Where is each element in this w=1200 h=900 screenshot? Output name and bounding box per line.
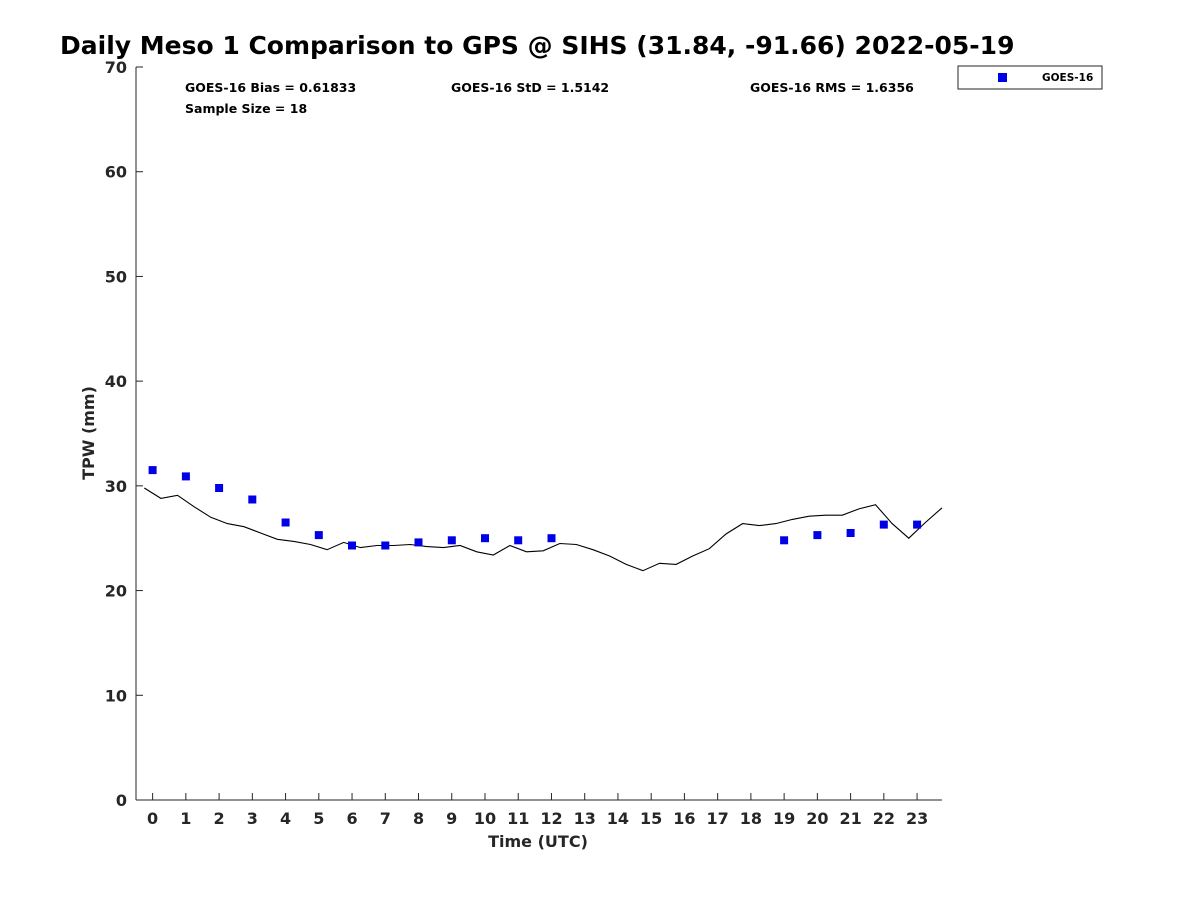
x-tick-label: 0 bbox=[147, 809, 158, 828]
x-axis-ticks: 0 1 2 3 4 5 6 7 8 9 10 11 12 13 14 15 16 17 18 19 20 21 22 23 bbox=[147, 793, 928, 828]
y-tick-label: 70 bbox=[105, 58, 127, 77]
y-tick-label: 60 bbox=[105, 163, 127, 182]
goes16-data-point bbox=[780, 536, 789, 545]
y-tick-label: 10 bbox=[105, 686, 127, 705]
y-tick-label: 50 bbox=[105, 267, 127, 286]
x-tick-label: 10 bbox=[474, 809, 496, 828]
goes16-data-point bbox=[514, 536, 523, 545]
goes16-data-point bbox=[846, 529, 855, 537]
x-tick-label: 22 bbox=[873, 809, 895, 828]
x-tick-label: 16 bbox=[673, 809, 695, 828]
goes16-data-point bbox=[913, 520, 922, 529]
goes16-data-point bbox=[879, 520, 888, 529]
gps-tpw-line bbox=[144, 487, 943, 572]
goes16-data-point bbox=[813, 531, 822, 540]
goes16-data-point bbox=[281, 518, 290, 527]
goes16-data-point bbox=[547, 534, 556, 543]
x-tick-label: 21 bbox=[839, 809, 861, 828]
y-tick-label: 40 bbox=[105, 372, 127, 391]
sample-size-stat: Sample Size = 18 bbox=[185, 101, 307, 116]
x-tick-label: 12 bbox=[540, 809, 562, 828]
gps-tpw-line-series bbox=[144, 487, 943, 572]
goes16-marker-series bbox=[148, 466, 922, 550]
x-tick-label: 2 bbox=[214, 809, 225, 828]
y-tick-label: 20 bbox=[105, 582, 127, 601]
x-tick-label: 17 bbox=[707, 809, 729, 828]
x-tick-label: 9 bbox=[446, 809, 457, 828]
x-tick-label: 20 bbox=[806, 809, 828, 828]
std-stat: GOES-16 StD = 1.5142 bbox=[451, 80, 609, 95]
x-tick-label: 19 bbox=[773, 809, 795, 828]
x-tick-label: 14 bbox=[607, 809, 629, 828]
x-tick-label: 7 bbox=[380, 809, 391, 828]
y-axis-ticks: 0 10 20 30 40 50 60 70 bbox=[105, 58, 143, 810]
bias-stat: GOES-16 Bias = 0.61833 bbox=[185, 80, 356, 95]
x-tick-label: 15 bbox=[640, 809, 662, 828]
rms-stat: GOES-16 RMS = 1.6356 bbox=[750, 80, 914, 95]
x-axis-label: Time (UTC) bbox=[488, 832, 588, 851]
goes16-data-point bbox=[447, 536, 456, 545]
goes16-data-point bbox=[215, 484, 224, 492]
x-tick-label: 18 bbox=[740, 809, 762, 828]
y-axis-label: TPW (mm) bbox=[79, 386, 98, 480]
chart-title: Daily Meso 1 Comparison to GPS @ SIHS (3… bbox=[60, 31, 1014, 60]
x-tick-label: 5 bbox=[313, 809, 324, 828]
x-tick-label: 1 bbox=[180, 809, 191, 828]
legend: GOES-16 bbox=[957, 65, 1103, 90]
goes16-data-point bbox=[414, 538, 423, 547]
x-tick-label: 8 bbox=[413, 809, 424, 828]
goes16-data-point bbox=[314, 531, 323, 540]
goes16-data-point bbox=[481, 534, 489, 543]
x-tick-label: 13 bbox=[574, 809, 596, 828]
x-tick-label: 3 bbox=[247, 809, 258, 828]
legend-marker-goes16 bbox=[998, 73, 1007, 82]
y-tick-label: 0 bbox=[116, 791, 127, 810]
x-tick-label: 11 bbox=[507, 809, 529, 828]
goes16-data-point bbox=[348, 541, 356, 550]
goes16-data-point bbox=[181, 472, 190, 481]
goes16-data-point bbox=[381, 541, 390, 550]
legend-box bbox=[957, 65, 1103, 90]
x-tick-label: 23 bbox=[906, 809, 928, 828]
goes16-data-point bbox=[248, 495, 257, 504]
legend-label-goes16: GOES-16 bbox=[1042, 72, 1093, 84]
x-tick-label: 6 bbox=[346, 809, 357, 828]
y-tick-label: 30 bbox=[105, 477, 127, 496]
x-tick-label: 4 bbox=[280, 809, 291, 828]
goes16-data-point bbox=[148, 466, 157, 475]
